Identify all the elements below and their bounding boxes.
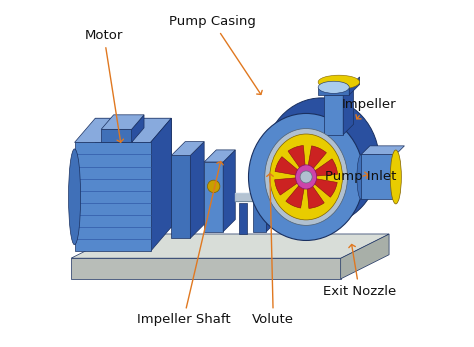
Wedge shape	[306, 146, 327, 177]
Ellipse shape	[390, 150, 401, 204]
Polygon shape	[361, 154, 396, 200]
Ellipse shape	[296, 165, 317, 189]
Wedge shape	[306, 159, 337, 177]
Polygon shape	[341, 234, 389, 279]
Polygon shape	[74, 142, 151, 251]
Polygon shape	[286, 214, 343, 228]
Ellipse shape	[270, 134, 342, 220]
Polygon shape	[239, 203, 247, 234]
Polygon shape	[71, 234, 389, 258]
Polygon shape	[253, 162, 266, 232]
Circle shape	[290, 226, 296, 231]
Polygon shape	[204, 162, 223, 232]
Text: Exit Nozzle: Exit Nozzle	[323, 245, 396, 297]
Circle shape	[319, 226, 325, 231]
Polygon shape	[343, 85, 354, 135]
Ellipse shape	[265, 129, 347, 225]
Wedge shape	[275, 156, 306, 177]
Polygon shape	[191, 142, 204, 238]
Polygon shape	[286, 228, 328, 234]
Polygon shape	[349, 77, 360, 95]
Text: Volute: Volute	[252, 174, 294, 327]
Ellipse shape	[264, 98, 379, 225]
Ellipse shape	[318, 81, 349, 93]
Wedge shape	[306, 177, 324, 209]
Wedge shape	[288, 145, 306, 177]
Polygon shape	[361, 146, 404, 154]
Text: Impeller Shaft: Impeller Shaft	[137, 161, 230, 327]
Wedge shape	[286, 177, 306, 208]
Text: Pump Casing: Pump Casing	[169, 15, 262, 94]
Circle shape	[208, 180, 220, 193]
Text: Impeller: Impeller	[341, 98, 396, 119]
Wedge shape	[306, 177, 337, 197]
Polygon shape	[132, 115, 144, 142]
Polygon shape	[318, 87, 349, 95]
Polygon shape	[204, 150, 235, 162]
Ellipse shape	[357, 154, 365, 200]
Ellipse shape	[69, 149, 81, 245]
Polygon shape	[101, 115, 144, 129]
Polygon shape	[171, 155, 191, 238]
Text: Motor: Motor	[85, 29, 124, 142]
Polygon shape	[95, 118, 171, 227]
Polygon shape	[71, 258, 341, 279]
Text: Pump Inlet: Pump Inlet	[325, 170, 396, 184]
Polygon shape	[324, 95, 343, 135]
Polygon shape	[101, 129, 132, 142]
Polygon shape	[223, 150, 235, 232]
Ellipse shape	[248, 113, 364, 240]
Polygon shape	[171, 142, 204, 155]
Polygon shape	[328, 214, 343, 234]
Ellipse shape	[318, 75, 360, 89]
Polygon shape	[74, 118, 171, 142]
Polygon shape	[266, 153, 275, 232]
Wedge shape	[274, 177, 306, 195]
Polygon shape	[151, 118, 171, 251]
Circle shape	[300, 171, 312, 183]
